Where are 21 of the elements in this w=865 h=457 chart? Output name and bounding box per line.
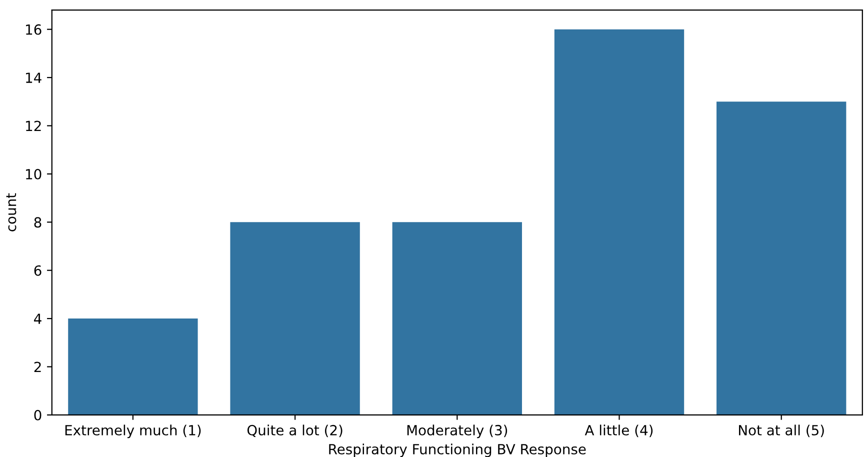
y-tick-label: 14 [26,72,42,83]
bar [554,29,684,415]
y-axis-title: count [6,193,16,232]
y-tick-label: 8 [34,217,42,228]
x-tick-label: Moderately (3) [407,424,508,438]
y-tick-label: 10 [26,168,42,180]
x-tick-label: Not at all (5) [739,424,824,438]
bar [68,318,198,415]
y-tick-label: 0 [34,410,42,420]
y-tick-label: 12 [26,120,41,132]
x-tick-label: Quite a lot (2) [247,424,342,438]
y-tick-label: 16 [26,24,42,35]
bar [230,222,360,415]
x-tick-label: A little (4) [584,424,653,438]
bar [716,102,846,415]
y-tick-label: 6 [34,265,42,276]
y-tick-label: 4 [34,314,42,324]
x-tick-label: Extremely much (1) [65,424,201,438]
x-axis-title: Respiratory Functioning BV Response [329,444,586,457]
y-tick-label: 2 [34,362,41,372]
bar [392,222,522,415]
